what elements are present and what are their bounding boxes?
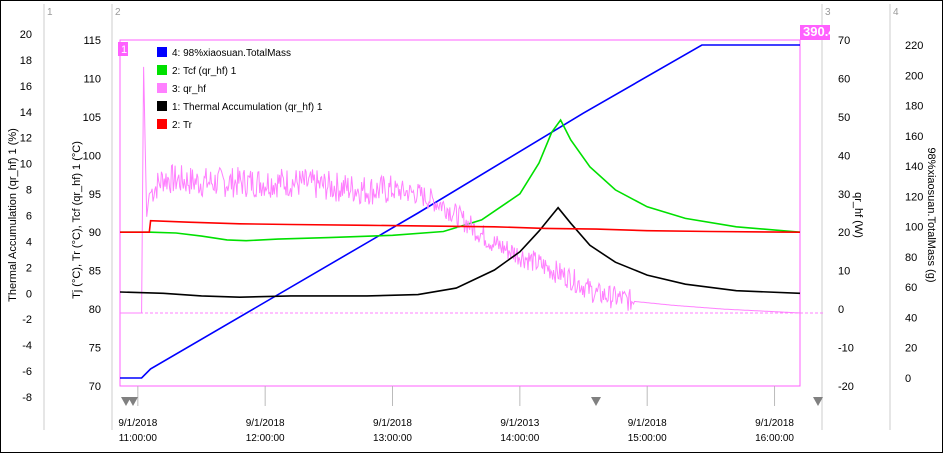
legend-swatch <box>157 47 167 57</box>
y-tick-label: -6 <box>22 366 32 378</box>
y-tick-label: 100 <box>83 150 101 162</box>
y-axis-title-qr: qr_hf (W) <box>852 192 864 238</box>
legend-swatch <box>157 83 167 93</box>
legend-label: 1: Thermal Accumulation (qr_hf) 1 <box>172 102 323 113</box>
y-tick-label: 16 <box>20 81 32 93</box>
series-line <box>120 219 801 233</box>
y-tick-label: 70 <box>838 35 850 47</box>
event-marker-icon <box>591 397 601 406</box>
y-tick-label: 100 <box>905 222 923 234</box>
y-tick-label: -20 <box>838 381 854 393</box>
y-tick-label: 140 <box>905 161 923 173</box>
x-tick-time: 12:00:00 <box>246 433 285 444</box>
y-tick-label: 30 <box>838 189 850 201</box>
legend-swatch <box>157 119 167 129</box>
y-tick-label: 220 <box>905 40 923 52</box>
y-axis-title-temp: Tj (°C), Tr (°C), Tcf (qr_hf) 1 (°C) <box>71 141 83 299</box>
y-tick-label: 14 <box>20 107 32 119</box>
x-tick-date: 9/1/2018 <box>628 418 667 429</box>
cursor-readout-box <box>800 25 830 40</box>
x-tick-date: 9/1/2018 <box>246 418 285 429</box>
y-tick-label: 60 <box>838 73 850 85</box>
y-tick-label: 95 <box>89 189 101 201</box>
x-tick-date: 9/1/2018 <box>118 418 157 429</box>
phase-marker-box <box>118 42 128 56</box>
legend-label: 3: qr_hf <box>172 84 206 95</box>
event-marker-icon <box>813 397 823 406</box>
y-tick-label: 2 <box>26 262 32 274</box>
panel-number: 3 <box>825 7 831 18</box>
y-tick-label: -2 <box>22 314 32 326</box>
y-tick-label: 200 <box>905 70 923 82</box>
x-tick-time: 15:00:00 <box>628 433 667 444</box>
y-tick-label: 160 <box>905 131 923 143</box>
x-tick-date: 9/1/2013 <box>500 418 539 429</box>
y-tick-label: 18 <box>20 55 32 67</box>
y-axis-title-accum: Thermal Accumulation (qr_hf) 1 (%) <box>7 128 19 302</box>
legend-label: 4: 98%xiaosuan.TotalMass <box>172 48 291 59</box>
y-tick-label: 120 <box>905 191 923 203</box>
y-tick-label: 40 <box>838 150 850 162</box>
y-tick-label: 70 <box>89 381 101 393</box>
x-tick-time: 16:00:00 <box>755 433 794 444</box>
y-axis-title-mass: 98%xiaosuan.TotalMass (g) <box>925 147 937 282</box>
plot-border <box>119 39 801 387</box>
y-tick-label: 0 <box>838 304 844 316</box>
y-tick-label: 80 <box>89 304 101 316</box>
panel-number: 4 <box>893 7 899 18</box>
series-line <box>120 118 801 242</box>
y-tick-label: 80 <box>905 252 917 264</box>
x-tick-date: 9/1/2018 <box>755 418 794 429</box>
legend-label: 2: Tr <box>172 120 193 131</box>
legend-swatch <box>157 65 167 75</box>
y-tick-label: 60 <box>905 282 917 294</box>
series-line <box>119 206 801 299</box>
legend-swatch <box>157 101 167 111</box>
y-tick-label: 10 <box>838 266 850 278</box>
y-tick-label: 4 <box>26 236 32 248</box>
event-marker-icon <box>128 397 138 406</box>
cursor-readout: 390.4 <box>803 24 836 39</box>
y-tick-label: 20 <box>905 343 917 355</box>
panel-number: 2 <box>115 7 121 18</box>
y-tick-label: 10 <box>20 159 32 171</box>
event-marker-icon <box>121 397 131 406</box>
x-tick-time: 14:00:00 <box>500 433 539 444</box>
y-tick-label: 50 <box>838 112 850 124</box>
y-tick-label: 20 <box>20 29 32 41</box>
y-tick-label: 180 <box>905 101 923 113</box>
x-tick-time: 11:00:00 <box>119 433 158 444</box>
y-tick-label: -8 <box>22 392 32 404</box>
y-tick-label: 115 <box>83 35 101 47</box>
y-tick-label: 8 <box>26 185 32 197</box>
y-tick-label: 0 <box>26 288 32 300</box>
y-tick-label: 110 <box>83 73 101 85</box>
phase-marker-label: 1 <box>121 44 127 56</box>
y-tick-label: 20 <box>838 227 850 239</box>
y-tick-label: -4 <box>22 340 32 352</box>
x-tick-date: 9/1/2018 <box>373 418 412 429</box>
y-tick-label: 105 <box>83 112 101 124</box>
legend-label: 2: Tcf (qr_hf) 1 <box>172 66 237 77</box>
series-line <box>120 66 801 314</box>
y-tick-label: 85 <box>89 266 101 278</box>
panel-number: 1 <box>47 7 53 18</box>
y-tick-label: 12 <box>20 133 32 145</box>
series-line <box>120 44 800 379</box>
x-tick-time: 13:00:00 <box>373 433 412 444</box>
y-tick-label: 40 <box>905 312 917 324</box>
y-tick-label: 0 <box>905 373 911 385</box>
y-tick-label: -10 <box>838 343 854 355</box>
y-tick-label: 90 <box>89 227 101 239</box>
y-tick-label: 75 <box>89 343 101 355</box>
y-tick-label: 6 <box>26 211 32 223</box>
